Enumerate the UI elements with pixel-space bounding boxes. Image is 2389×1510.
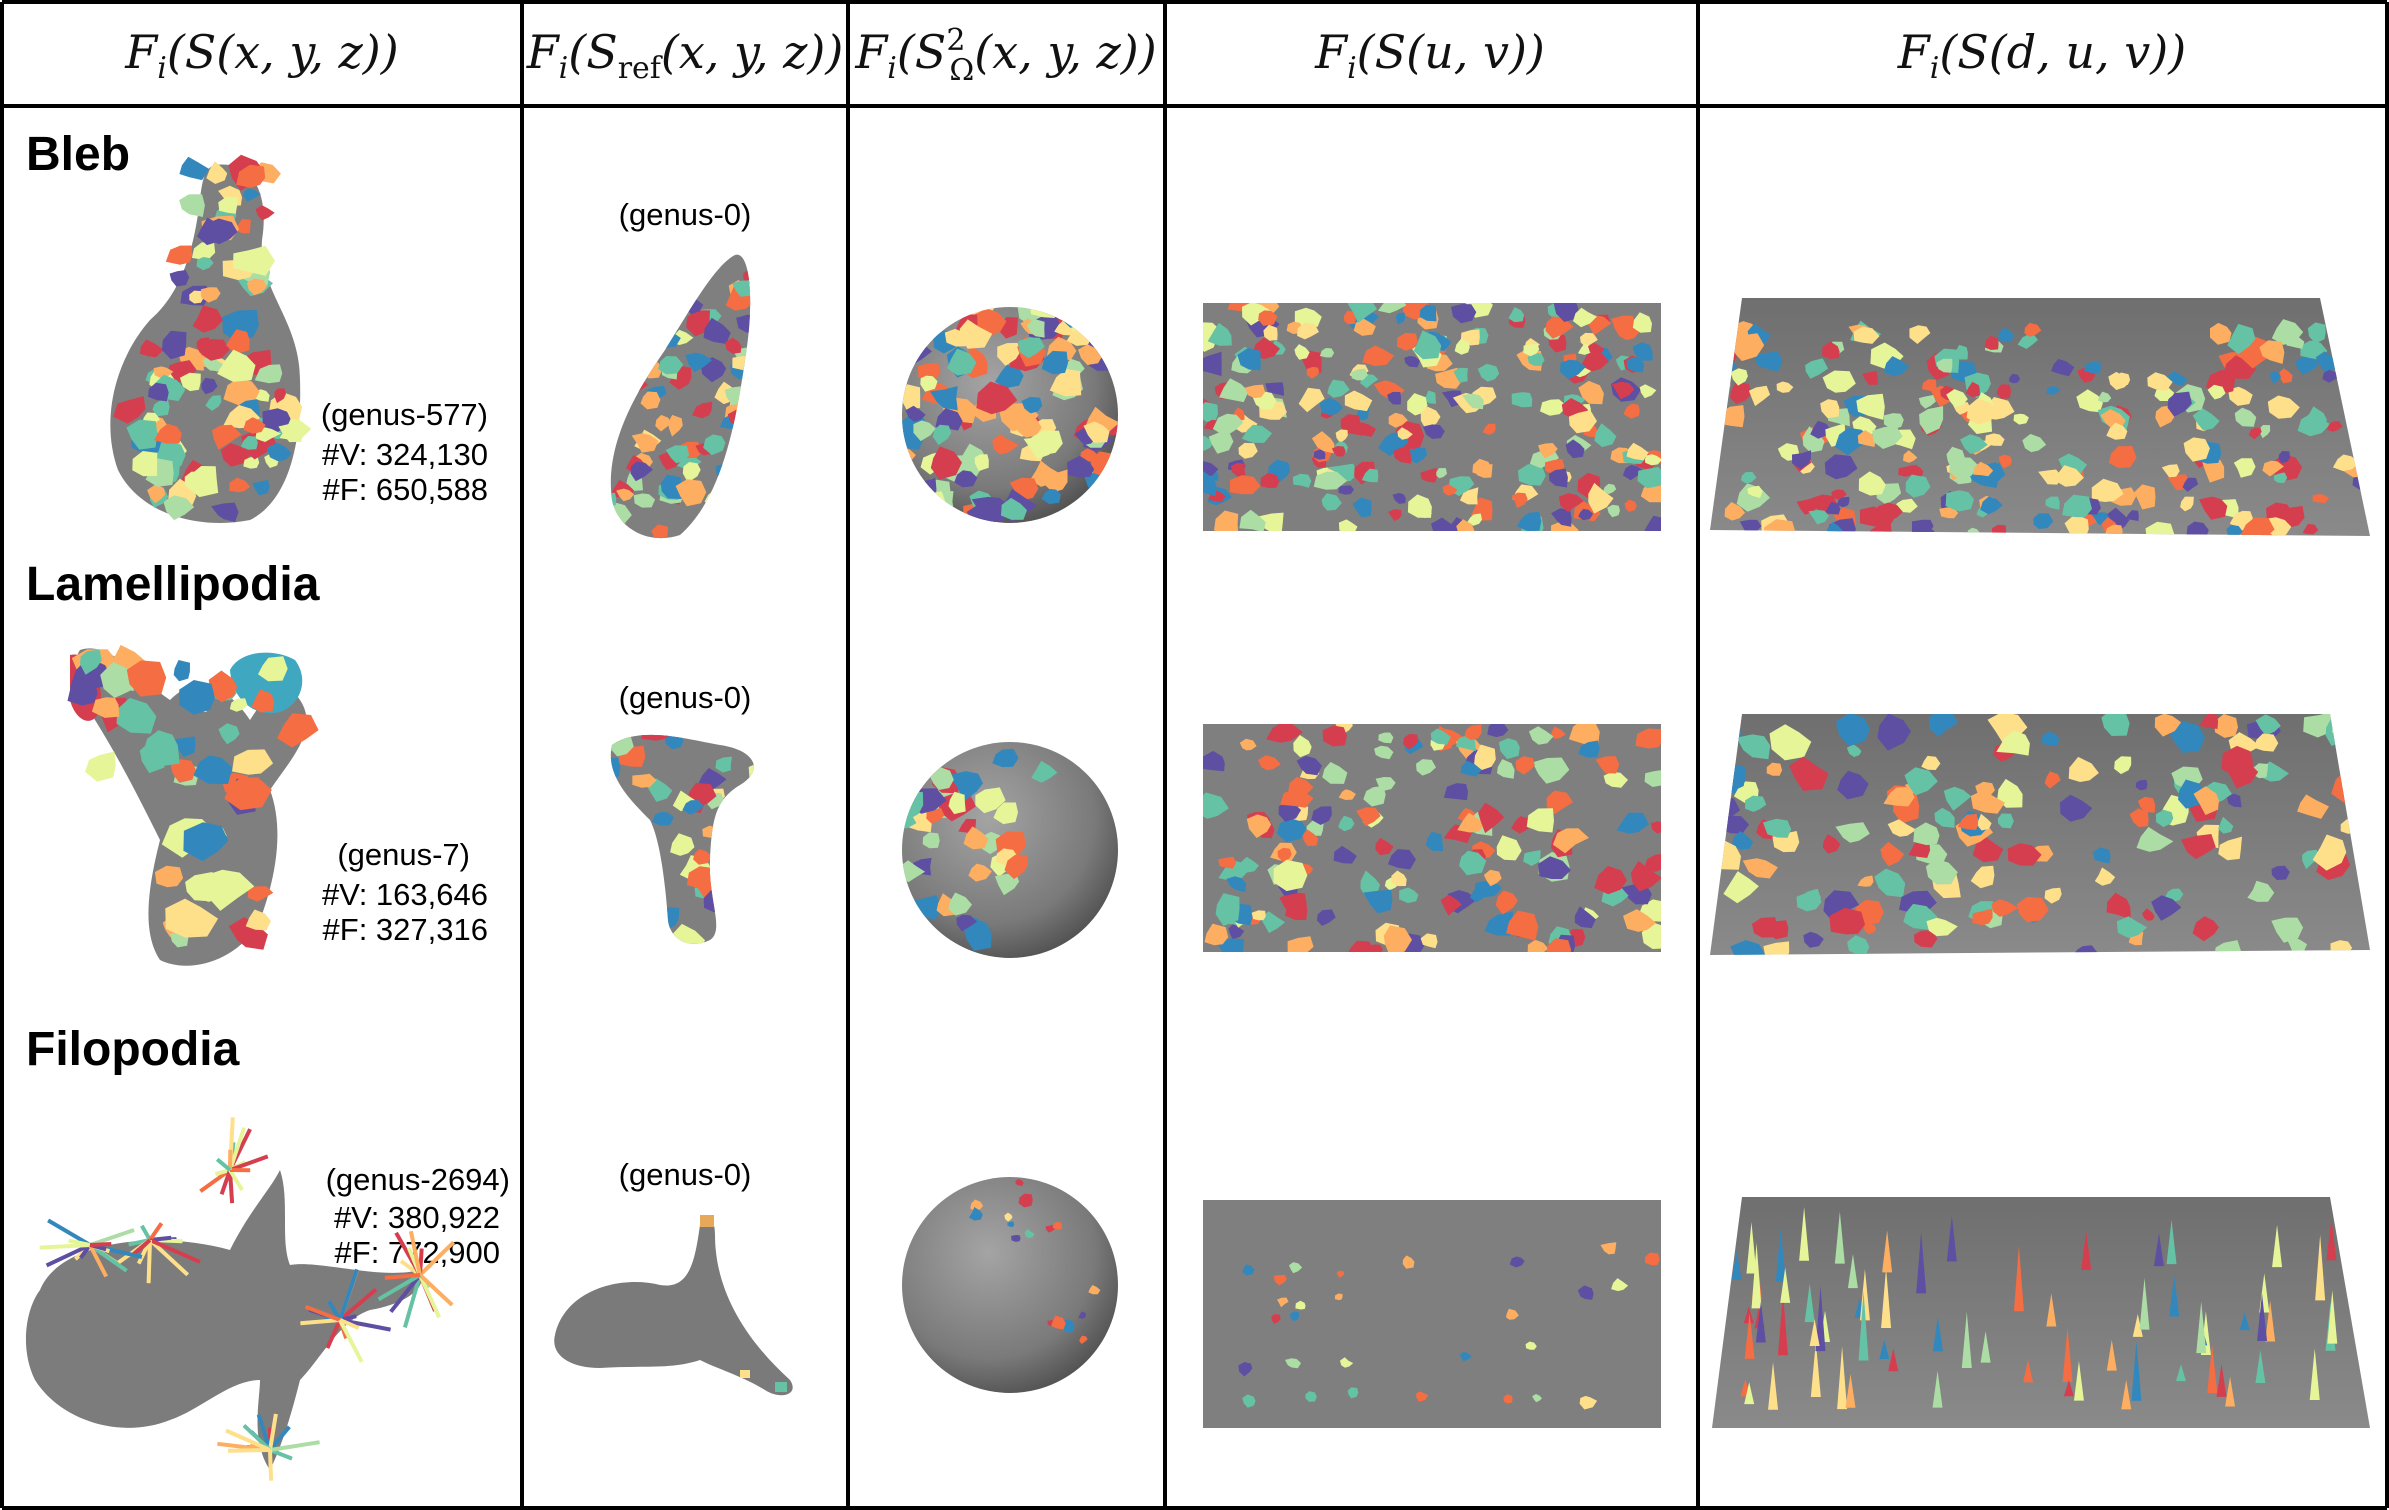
row-label-lamellipodia: Lamellipodia — [26, 558, 320, 611]
header-col3: Fi(S2 Ω(x, y, z)) — [854, 23, 1156, 88]
filopodia-depth-surface — [1712, 1197, 2370, 1428]
filopodia-uv-map — [1203, 1200, 1661, 1428]
lamellipodia-uv-map — [1203, 724, 1661, 952]
bleb-uv-map — [1203, 303, 1661, 531]
filopodia-vertices: #V: 380,922 — [334, 1200, 500, 1235]
header-col4: Fi(S(u, v)) — [1314, 25, 1545, 86]
bleb-faces: #F: 650,588 — [323, 472, 488, 507]
bleb-vertices: #V: 324,130 — [322, 437, 488, 472]
bleb-reference-surface — [610, 254, 751, 539]
filopodia-genus: (genus-2694) — [326, 1162, 510, 1197]
lamellipodia-faces: #F: 327,316 — [323, 912, 488, 947]
lamellipodia-vertices: #V: 163,646 — [322, 877, 488, 912]
lamellipodia-reference-surface — [610, 734, 754, 944]
header-col1: Fi(S(x, y, z)) — [124, 25, 398, 86]
row-label-bleb: Bleb — [26, 128, 130, 181]
lamellipodia-mesh-image — [67, 644, 319, 966]
filopodia-mesh-image — [25, 1117, 455, 1481]
bleb-ref-genus: (genus-0) — [619, 197, 752, 232]
lamellipodia-ref-genus: (genus-0) — [619, 680, 752, 715]
header-col2: Fi(Sref(x, y, z)) — [526, 25, 844, 86]
lamellipodia-sphere — [902, 742, 1118, 958]
bleb-mesh-image — [110, 154, 312, 523]
filopodia-reference-surface — [554, 1215, 793, 1396]
bleb-depth-surface — [1710, 298, 2370, 536]
lamellipodia-genus: (genus-7) — [337, 837, 470, 872]
header-col5: Fi(S(d, u, v)) — [1897, 25, 2186, 86]
filopodia-ref-genus: (genus-0) — [619, 1157, 752, 1192]
bleb-genus: (genus-577) — [321, 397, 488, 432]
filopodia-sphere — [902, 1177, 1118, 1393]
row-label-filopodia: Filopodia — [26, 1023, 240, 1076]
lamellipodia-depth-surface — [1710, 714, 2370, 955]
bleb-sphere — [902, 307, 1118, 523]
